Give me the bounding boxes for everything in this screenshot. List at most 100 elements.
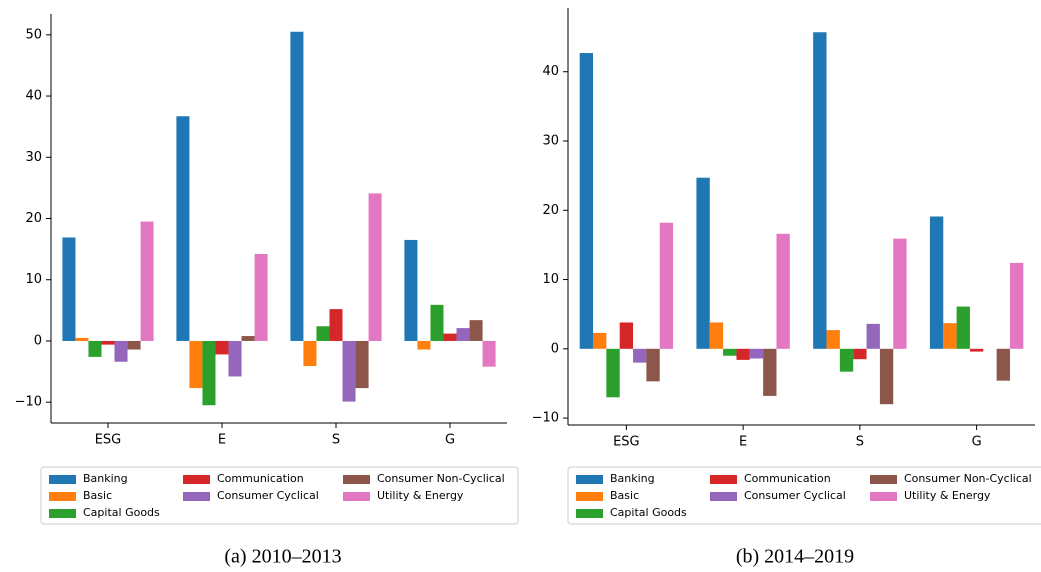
legend-label: Utility & Energy: [904, 489, 991, 502]
bar: [189, 340, 203, 389]
bar: [127, 340, 141, 350]
legend-label: Consumer Non-Cyclical: [904, 472, 1032, 485]
legend-swatch: [49, 509, 76, 518]
caption: (a) 2010–2013: [224, 546, 341, 568]
y-tick-label: 40: [542, 64, 559, 79]
bar: [929, 216, 944, 349]
bar: [114, 340, 128, 362]
legend-swatch: [343, 475, 370, 484]
legend-label: Consumer Non-Cyclical: [377, 472, 505, 485]
bar: [736, 348, 750, 360]
bar: [443, 333, 457, 341]
legend-swatch: [576, 475, 603, 484]
legend-swatch: [576, 509, 603, 518]
legend-swatch: [183, 475, 210, 484]
legend-label: Banking: [610, 472, 655, 485]
y-tick-label: 40: [25, 89, 42, 104]
bar: [368, 193, 382, 341]
bar: [329, 309, 343, 341]
bar: [456, 328, 470, 341]
bar: [749, 348, 764, 359]
bar: [417, 340, 431, 350]
bar: [723, 348, 737, 356]
bar: [140, 221, 154, 341]
legend-box: [40, 466, 519, 525]
y-tick-label: 0: [34, 333, 42, 348]
bar: [176, 116, 190, 341]
bar: [303, 340, 317, 367]
legend-label: Communication: [744, 472, 831, 485]
caption: (b) 2014–2019: [736, 546, 854, 568]
x-tick-label: G: [972, 435, 982, 450]
y-tick-label: −10: [532, 411, 559, 426]
legend-box: [567, 466, 1041, 525]
y-tick-label: 10: [542, 272, 559, 287]
bar: [101, 340, 115, 345]
bar: [866, 323, 880, 349]
bar: [839, 348, 854, 372]
legend-swatch: [870, 492, 897, 501]
y-tick-label: 0: [551, 341, 559, 356]
legend-swatch: [576, 492, 603, 501]
bar: [619, 322, 634, 349]
bar: [709, 322, 724, 349]
legend-label: Capital Goods: [610, 506, 687, 519]
y-tick-label: 10: [25, 272, 42, 287]
bar: [469, 320, 483, 341]
y-tick-label: 20: [542, 203, 559, 218]
legend-swatch: [183, 492, 210, 501]
legend-label: Banking: [83, 472, 128, 485]
y-tick-label: 20: [25, 211, 42, 226]
bar: [1009, 262, 1024, 349]
legend-label: Communication: [217, 472, 304, 485]
x-tick-label: ESG: [613, 435, 640, 450]
bar: [813, 32, 827, 349]
bar: [879, 348, 894, 405]
bar: [228, 340, 242, 377]
bar: [404, 239, 418, 341]
legend-swatch: [710, 475, 737, 484]
legend-label: Basic: [610, 489, 639, 502]
bar: [969, 348, 984, 352]
legend-swatch: [870, 475, 897, 484]
x-tick-label: E: [739, 435, 747, 450]
bar: [430, 304, 444, 341]
bar: [943, 323, 957, 349]
bar: [593, 332, 607, 349]
bar: [316, 326, 330, 341]
bar: [853, 348, 867, 360]
legend-label: Capital Goods: [83, 506, 160, 519]
y-tick-label: 30: [542, 133, 559, 148]
y-tick-label: 50: [25, 27, 42, 42]
bar: [241, 336, 255, 341]
bar: [579, 53, 594, 349]
bar: [606, 348, 620, 398]
bar: [342, 340, 356, 402]
legend-swatch: [343, 492, 370, 501]
bar: [215, 340, 229, 355]
bar: [659, 222, 674, 349]
y-tick-label: −10: [15, 395, 42, 410]
bar: [763, 348, 777, 396]
legend-swatch: [710, 492, 737, 501]
bar: [996, 348, 1010, 381]
bar: [254, 254, 268, 341]
legend-label: Basic: [83, 489, 112, 502]
x-tick-label: E: [218, 433, 226, 448]
bar: [290, 31, 304, 341]
legend-label: Consumer Cyclical: [217, 489, 319, 502]
legend-swatch: [49, 475, 76, 484]
x-tick-label: ESG: [95, 433, 122, 448]
bar: [826, 330, 840, 349]
legend-swatch: [49, 492, 76, 501]
x-tick-label: S: [856, 435, 864, 450]
bar: [88, 340, 102, 357]
bar: [646, 348, 660, 382]
bar: [62, 237, 76, 341]
legend-label: Utility & Energy: [377, 489, 464, 502]
x-tick-label: S: [332, 433, 340, 448]
bar: [355, 340, 369, 389]
y-tick-label: 30: [25, 150, 42, 165]
bar: [75, 337, 89, 341]
